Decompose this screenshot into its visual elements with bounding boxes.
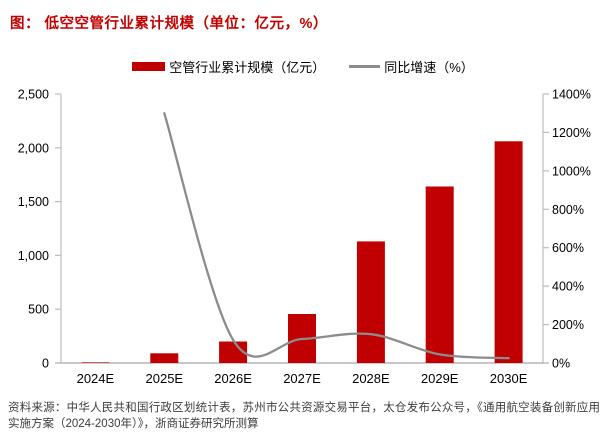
bar-2029E <box>425 186 454 363</box>
bars-group <box>81 141 523 363</box>
y-axis-left-labels: 0 500 1,000 1,500 2,000 2,500 <box>18 88 49 371</box>
growth-line <box>163 112 510 360</box>
bar-2030E <box>494 141 523 363</box>
left-tick-2000: 2,000 <box>18 141 49 155</box>
right-tick-1000: 1000% <box>552 164 591 178</box>
right-tick-1200: 1200% <box>552 126 591 140</box>
x-label-2029E: 2029E <box>421 371 459 386</box>
bar-swatch-icon <box>132 62 166 71</box>
x-label-2026E: 2026E <box>214 371 252 386</box>
legend-item-bar-series: 空管行业累计规模（亿元） <box>132 57 325 76</box>
bar-2024E <box>81 362 110 363</box>
legend-label-line: 同比增速（%） <box>384 60 474 75</box>
x-label-2024E: 2024E <box>77 371 115 386</box>
left-tick-1000: 1,000 <box>18 249 49 263</box>
x-label-2028E: 2028E <box>352 371 390 386</box>
x-axis-labels: 2024E 2025E 2026E 2027E 2028E 2029E 2030… <box>77 371 528 386</box>
legend-item-line-series: 同比增速（%） <box>349 57 474 76</box>
right-tick-800: 800% <box>552 203 584 217</box>
source-note: 资料来源：中华人民共和国行政区划统计表，苏州市公共资源交易平台，太仓发布公众号，… <box>8 402 600 430</box>
left-tick-500: 500 <box>28 303 49 317</box>
bar-2028E <box>356 241 385 363</box>
chart-title: 图： 低空空管行业累计规模（单位：亿元，%） <box>10 16 328 32</box>
line-swatch-icon <box>349 65 381 68</box>
legend-label-bar: 空管行业累计规模（亿元） <box>169 60 326 75</box>
left-tick-2500: 2,500 <box>18 88 49 102</box>
left-tick-1500: 1,500 <box>18 195 49 209</box>
y-axis-right-labels: 0% 200% 400% 600% 800% 1000% 1200% 1400% <box>552 88 591 371</box>
left-tick-0: 0 <box>42 357 49 371</box>
right-tick-1400: 1400% <box>552 88 591 102</box>
right-tick-200: 200% <box>552 318 584 332</box>
bar-2025E <box>150 353 179 363</box>
x-label-2030E: 2030E <box>490 371 528 386</box>
x-label-2027E: 2027E <box>283 371 321 386</box>
x-label-2025E: 2025E <box>146 371 184 386</box>
axis-ticks <box>55 93 549 364</box>
right-tick-600: 600% <box>552 241 584 255</box>
right-tick-0: 0% <box>552 357 570 371</box>
right-tick-400: 400% <box>552 280 584 294</box>
bar-2026E <box>219 341 248 363</box>
legend: 空管行业累计规模（亿元） 同比增速（%） <box>0 57 606 76</box>
